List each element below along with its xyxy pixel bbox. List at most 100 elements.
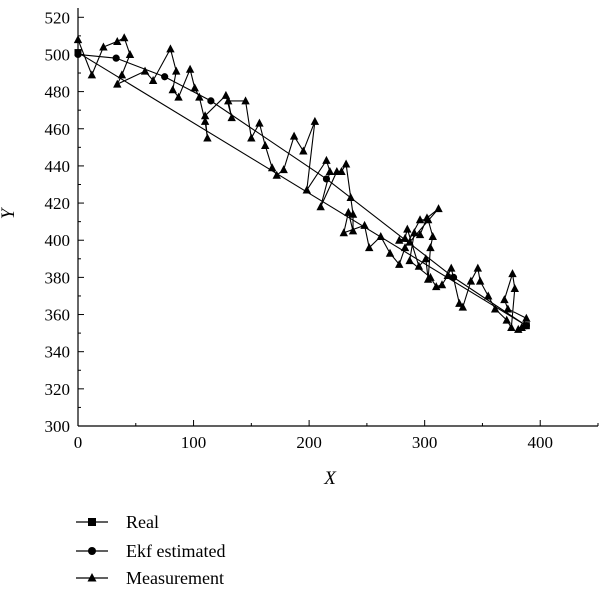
- data-point: [316, 202, 325, 211]
- y-tick-label: 420: [45, 194, 71, 213]
- circle-marker-icon: [88, 547, 96, 555]
- data-point: [395, 235, 404, 244]
- data-point: [507, 323, 516, 332]
- data-point: [385, 248, 395, 257]
- data-point: [443, 271, 452, 280]
- y-tick-label: 300: [45, 417, 71, 436]
- data-point: [99, 42, 108, 51]
- data-point: [195, 92, 204, 101]
- data-point: [113, 79, 122, 88]
- data-point: [360, 220, 369, 229]
- data-point: [410, 228, 419, 237]
- data-point: [337, 166, 346, 175]
- data-point: [255, 118, 264, 127]
- legend-item-real: Real: [76, 512, 159, 532]
- data-point: [203, 133, 212, 142]
- data-point: [503, 304, 513, 313]
- legend-label-ekf-estimated: Ekf estimated: [126, 541, 225, 561]
- data-point: [174, 92, 183, 101]
- data-point: [125, 49, 135, 58]
- data-point: [405, 237, 414, 246]
- data-point: [325, 166, 335, 175]
- data-point: [73, 35, 83, 44]
- data-point: [500, 295, 509, 304]
- data-point: [168, 85, 177, 94]
- data-point: [466, 276, 476, 285]
- data-point: [421, 254, 431, 263]
- x-tick-label: 300: [412, 433, 438, 452]
- data-point: [426, 272, 435, 281]
- data-point: [395, 259, 404, 268]
- data-point: [200, 116, 210, 125]
- legend-item-measurement: Measurement: [76, 568, 224, 588]
- data-point: [74, 50, 82, 59]
- data-point: [200, 111, 210, 120]
- data-point: [166, 44, 175, 53]
- data-point: [428, 232, 437, 241]
- data-point: [405, 256, 414, 265]
- y-tick-label: 340: [45, 343, 71, 362]
- y-axis-title: Y: [0, 206, 19, 219]
- data-point: [414, 261, 424, 270]
- series-line: [77, 36, 528, 330]
- data-point: [400, 243, 410, 252]
- y-tick-label: 500: [45, 45, 71, 64]
- data-point: [490, 304, 500, 313]
- data-point: [376, 232, 385, 241]
- data-point: [502, 315, 511, 324]
- data-point: [475, 276, 485, 285]
- data-point: [161, 73, 169, 81]
- data-point: [348, 226, 358, 235]
- data-point: [346, 192, 355, 201]
- legend-item-ekf-estimated: Ekf estimated: [76, 541, 225, 561]
- data-point: [272, 170, 281, 179]
- data-point: [341, 159, 351, 168]
- data-point: [514, 324, 523, 333]
- y-tick-label: 440: [45, 157, 71, 176]
- data-point: [87, 70, 97, 79]
- data-point: [241, 96, 250, 105]
- data-point: [172, 66, 181, 75]
- data-point: [322, 155, 331, 164]
- y-tick-label: 460: [45, 120, 71, 139]
- data-point: [112, 54, 120, 62]
- data-point: [510, 284, 519, 293]
- x-tick-label: 200: [296, 433, 322, 452]
- data-point: [299, 146, 308, 155]
- data-point: [120, 33, 129, 42]
- data-point: [437, 280, 447, 289]
- data-point: [140, 66, 150, 75]
- data-point: [190, 83, 199, 92]
- y-tick-label: 320: [45, 380, 71, 399]
- data-point: [344, 207, 353, 216]
- series-measurement: [73, 33, 531, 333]
- x-tick-label: 100: [181, 433, 207, 452]
- series-line: [77, 52, 527, 327]
- data-point: [473, 263, 483, 272]
- data-point: [458, 302, 467, 311]
- y-tick-label: 480: [45, 83, 71, 102]
- data-point: [426, 243, 435, 252]
- plot-area: [73, 33, 531, 333]
- data-point: [400, 233, 410, 242]
- data-point: [365, 243, 374, 252]
- data-point: [279, 165, 288, 174]
- legend-label-measurement: Measurement: [126, 568, 224, 588]
- data-point: [148, 75, 158, 84]
- series-real: [74, 49, 530, 330]
- axes: 300 320 340 360 380 400 420 440 460 480 500 520 0 100…: [45, 8, 599, 452]
- data-point: [415, 215, 425, 224]
- triangle-marker-icon: [87, 573, 97, 582]
- y-tick-label: 400: [45, 231, 71, 250]
- x-tick-label: 400: [527, 433, 553, 452]
- data-point: [434, 204, 443, 213]
- data-point: [267, 163, 277, 172]
- data-point: [455, 298, 464, 307]
- data-point: [113, 36, 122, 45]
- x-axis-title: X: [323, 468, 337, 489]
- y-tick-label: 380: [45, 268, 71, 287]
- y-tick-label: 360: [45, 306, 71, 325]
- data-point: [302, 185, 311, 194]
- data-point: [522, 322, 530, 330]
